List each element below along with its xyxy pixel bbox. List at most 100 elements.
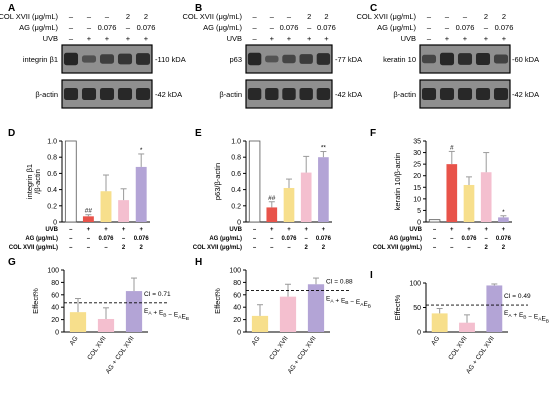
bar — [431, 313, 448, 332]
x-category-label: AG — [251, 335, 262, 347]
y-tick-label: 0 — [417, 330, 421, 337]
blot-band — [316, 53, 331, 65]
formula-part: B — [186, 316, 189, 322]
condition-value: 2 — [305, 245, 309, 251]
condition-value: + — [463, 34, 468, 43]
y-tick-label: 20 — [51, 317, 59, 324]
blot-band — [282, 54, 296, 64]
y-tick-label: 20 — [413, 173, 421, 180]
formula-part: A — [178, 314, 182, 320]
condition-row-label: AG (μg/mL) — [203, 23, 242, 32]
formula-label: EA + EB − EAEB — [326, 295, 371, 309]
condition-value: – — [253, 34, 258, 43]
condition-row-label: COL XVII (μg/mL) — [373, 245, 422, 251]
ci-label: CI = 0.49 — [504, 293, 531, 300]
bar — [82, 216, 94, 222]
formula-part: + E — [512, 312, 524, 319]
formula-label: EA + EB − EAEB — [144, 308, 189, 322]
blot-band — [135, 87, 151, 101]
condition-value: – — [87, 12, 92, 21]
condition-value: 2 — [140, 245, 144, 251]
condition-value: – — [87, 236, 91, 242]
condition-row-label: UVB — [45, 227, 58, 233]
condition-value: – — [270, 12, 275, 21]
condition-value: – — [87, 245, 91, 251]
blot-band — [63, 87, 79, 101]
y-tick-label: 1.0 — [231, 139, 241, 146]
condition-value: + — [105, 34, 110, 43]
blot-row: p63 -77 kDA — [229, 44, 362, 74]
condition-value: – — [450, 236, 454, 242]
y-tick-label: 0.2 — [231, 203, 241, 210]
blot-band — [99, 54, 115, 64]
condition-value: – — [253, 236, 257, 242]
condition-value: 0.076 — [281, 236, 297, 242]
bar — [69, 312, 87, 332]
formula-part: + E — [334, 297, 346, 304]
y-axis-label: keratin 10/β-actin — [393, 153, 402, 211]
condition-value: + — [144, 34, 149, 43]
bar — [300, 172, 312, 222]
condition-row-label: AG (μg/mL) — [377, 23, 416, 32]
condition-row-label: COL XVII (μg/mL) — [9, 245, 58, 251]
bar — [279, 296, 297, 332]
blot-band — [81, 55, 97, 63]
condition-row-label: AG (μg/mL) — [25, 236, 58, 242]
formula-part: B — [368, 304, 371, 310]
y-tick-label: 40 — [51, 305, 59, 312]
y-axis-label: integrin β1 — [25, 164, 34, 199]
condition-value: – — [104, 245, 108, 251]
condition-value: – — [270, 236, 274, 242]
condition-value: – — [450, 245, 454, 251]
y-tick-label: 50 — [413, 305, 421, 312]
condition-value: – — [485, 236, 489, 242]
bar — [251, 315, 269, 332]
bar — [498, 217, 509, 222]
blot-row: keratin 10 -60 kDA — [383, 44, 539, 74]
blot-band — [265, 87, 279, 101]
condition-value: + — [87, 34, 92, 43]
panel-letter: C — [370, 3, 377, 14]
blot-band — [493, 54, 509, 64]
condition-value: – — [433, 236, 437, 242]
condition-value: 0.076 — [98, 23, 117, 32]
blot-band — [247, 87, 262, 101]
bar — [463, 184, 475, 222]
condition-row-label: COL XVII (μg/mL) — [183, 12, 243, 21]
ci-label: CI = 0.88 — [326, 278, 353, 285]
condition-value: + — [122, 227, 126, 233]
condition-value: + — [87, 227, 91, 233]
blot-row: β-actin -42 kDA — [393, 79, 539, 109]
bar — [266, 207, 278, 222]
blot-band — [493, 87, 509, 101]
kda-label: -110 kDA — [155, 55, 186, 64]
y-tick-label: 0.6 — [47, 171, 57, 178]
formula-part: E — [326, 295, 331, 302]
condition-value: – — [126, 23, 131, 32]
significance-mark: * — [140, 147, 143, 154]
condition-value: + — [445, 34, 450, 43]
condition-value: – — [69, 236, 73, 242]
y-tick-label: 80 — [51, 280, 59, 287]
condition-value: + — [307, 34, 312, 43]
condition-value: 2 — [484, 12, 488, 21]
condition-value: – — [307, 23, 312, 32]
bar-chart-d: D 0 0.2 0.4 0.6 0.8 1.0 integrin β1/β-actin ## * U… — [8, 128, 150, 251]
blot-band — [135, 53, 151, 65]
protein-label: integrin β1 — [23, 55, 58, 64]
blot-band — [421, 87, 437, 101]
x-category-label: AG + COL XVII — [287, 335, 318, 375]
panel-letter: A — [8, 3, 15, 14]
y-tick-label: 0 — [417, 220, 421, 227]
y-tick-label: 100 — [229, 268, 241, 275]
condition-value: + — [450, 227, 454, 233]
y-tick-label: 0 — [55, 330, 59, 337]
condition-value: – — [69, 12, 74, 21]
blot-band — [439, 52, 455, 66]
x-category-label: COL XVII — [447, 335, 468, 361]
y-tick-label: 100 — [47, 268, 59, 275]
significance-mark: * — [502, 209, 505, 216]
condition-value: – — [287, 12, 292, 21]
blot-band — [439, 87, 455, 101]
